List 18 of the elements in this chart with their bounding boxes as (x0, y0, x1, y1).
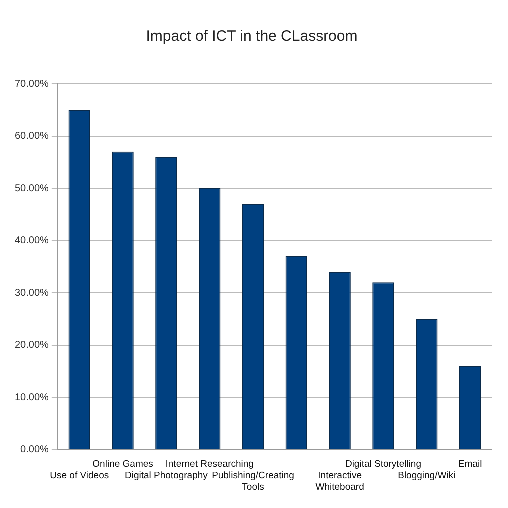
y-tick-label: 10.00% (14, 392, 50, 404)
x-tick-label: Digital Storytelling (345, 459, 422, 470)
x-tick-label: Email (458, 459, 482, 470)
x-tick-label: Online Games (92, 459, 154, 470)
y-tick-label: 60.00% (14, 131, 50, 142)
x-tick-label: Blogging/Wiki (398, 470, 456, 482)
chart-title: Impact of ICT in the CLassroom (146, 28, 358, 46)
y-tick-label: 20.00% (14, 340, 50, 352)
x-tick-label: Publishing/Creating Tools (212, 470, 294, 493)
x-tick-label: Digital Photography (124, 470, 208, 482)
y-tick-label: 0.00% (20, 444, 50, 456)
x-tick-label: Internet Researching (166, 459, 254, 470)
x-tick-label: Interactive Whiteboard (316, 470, 364, 493)
y-tick-label: 40.00% (14, 236, 50, 247)
x-tick-label: Use of Videos (50, 470, 110, 482)
y-tick-label: 50.00% (14, 183, 50, 194)
y-tick-label: 30.00% (14, 288, 50, 299)
y-tick-label: 70.00% (14, 78, 50, 90)
